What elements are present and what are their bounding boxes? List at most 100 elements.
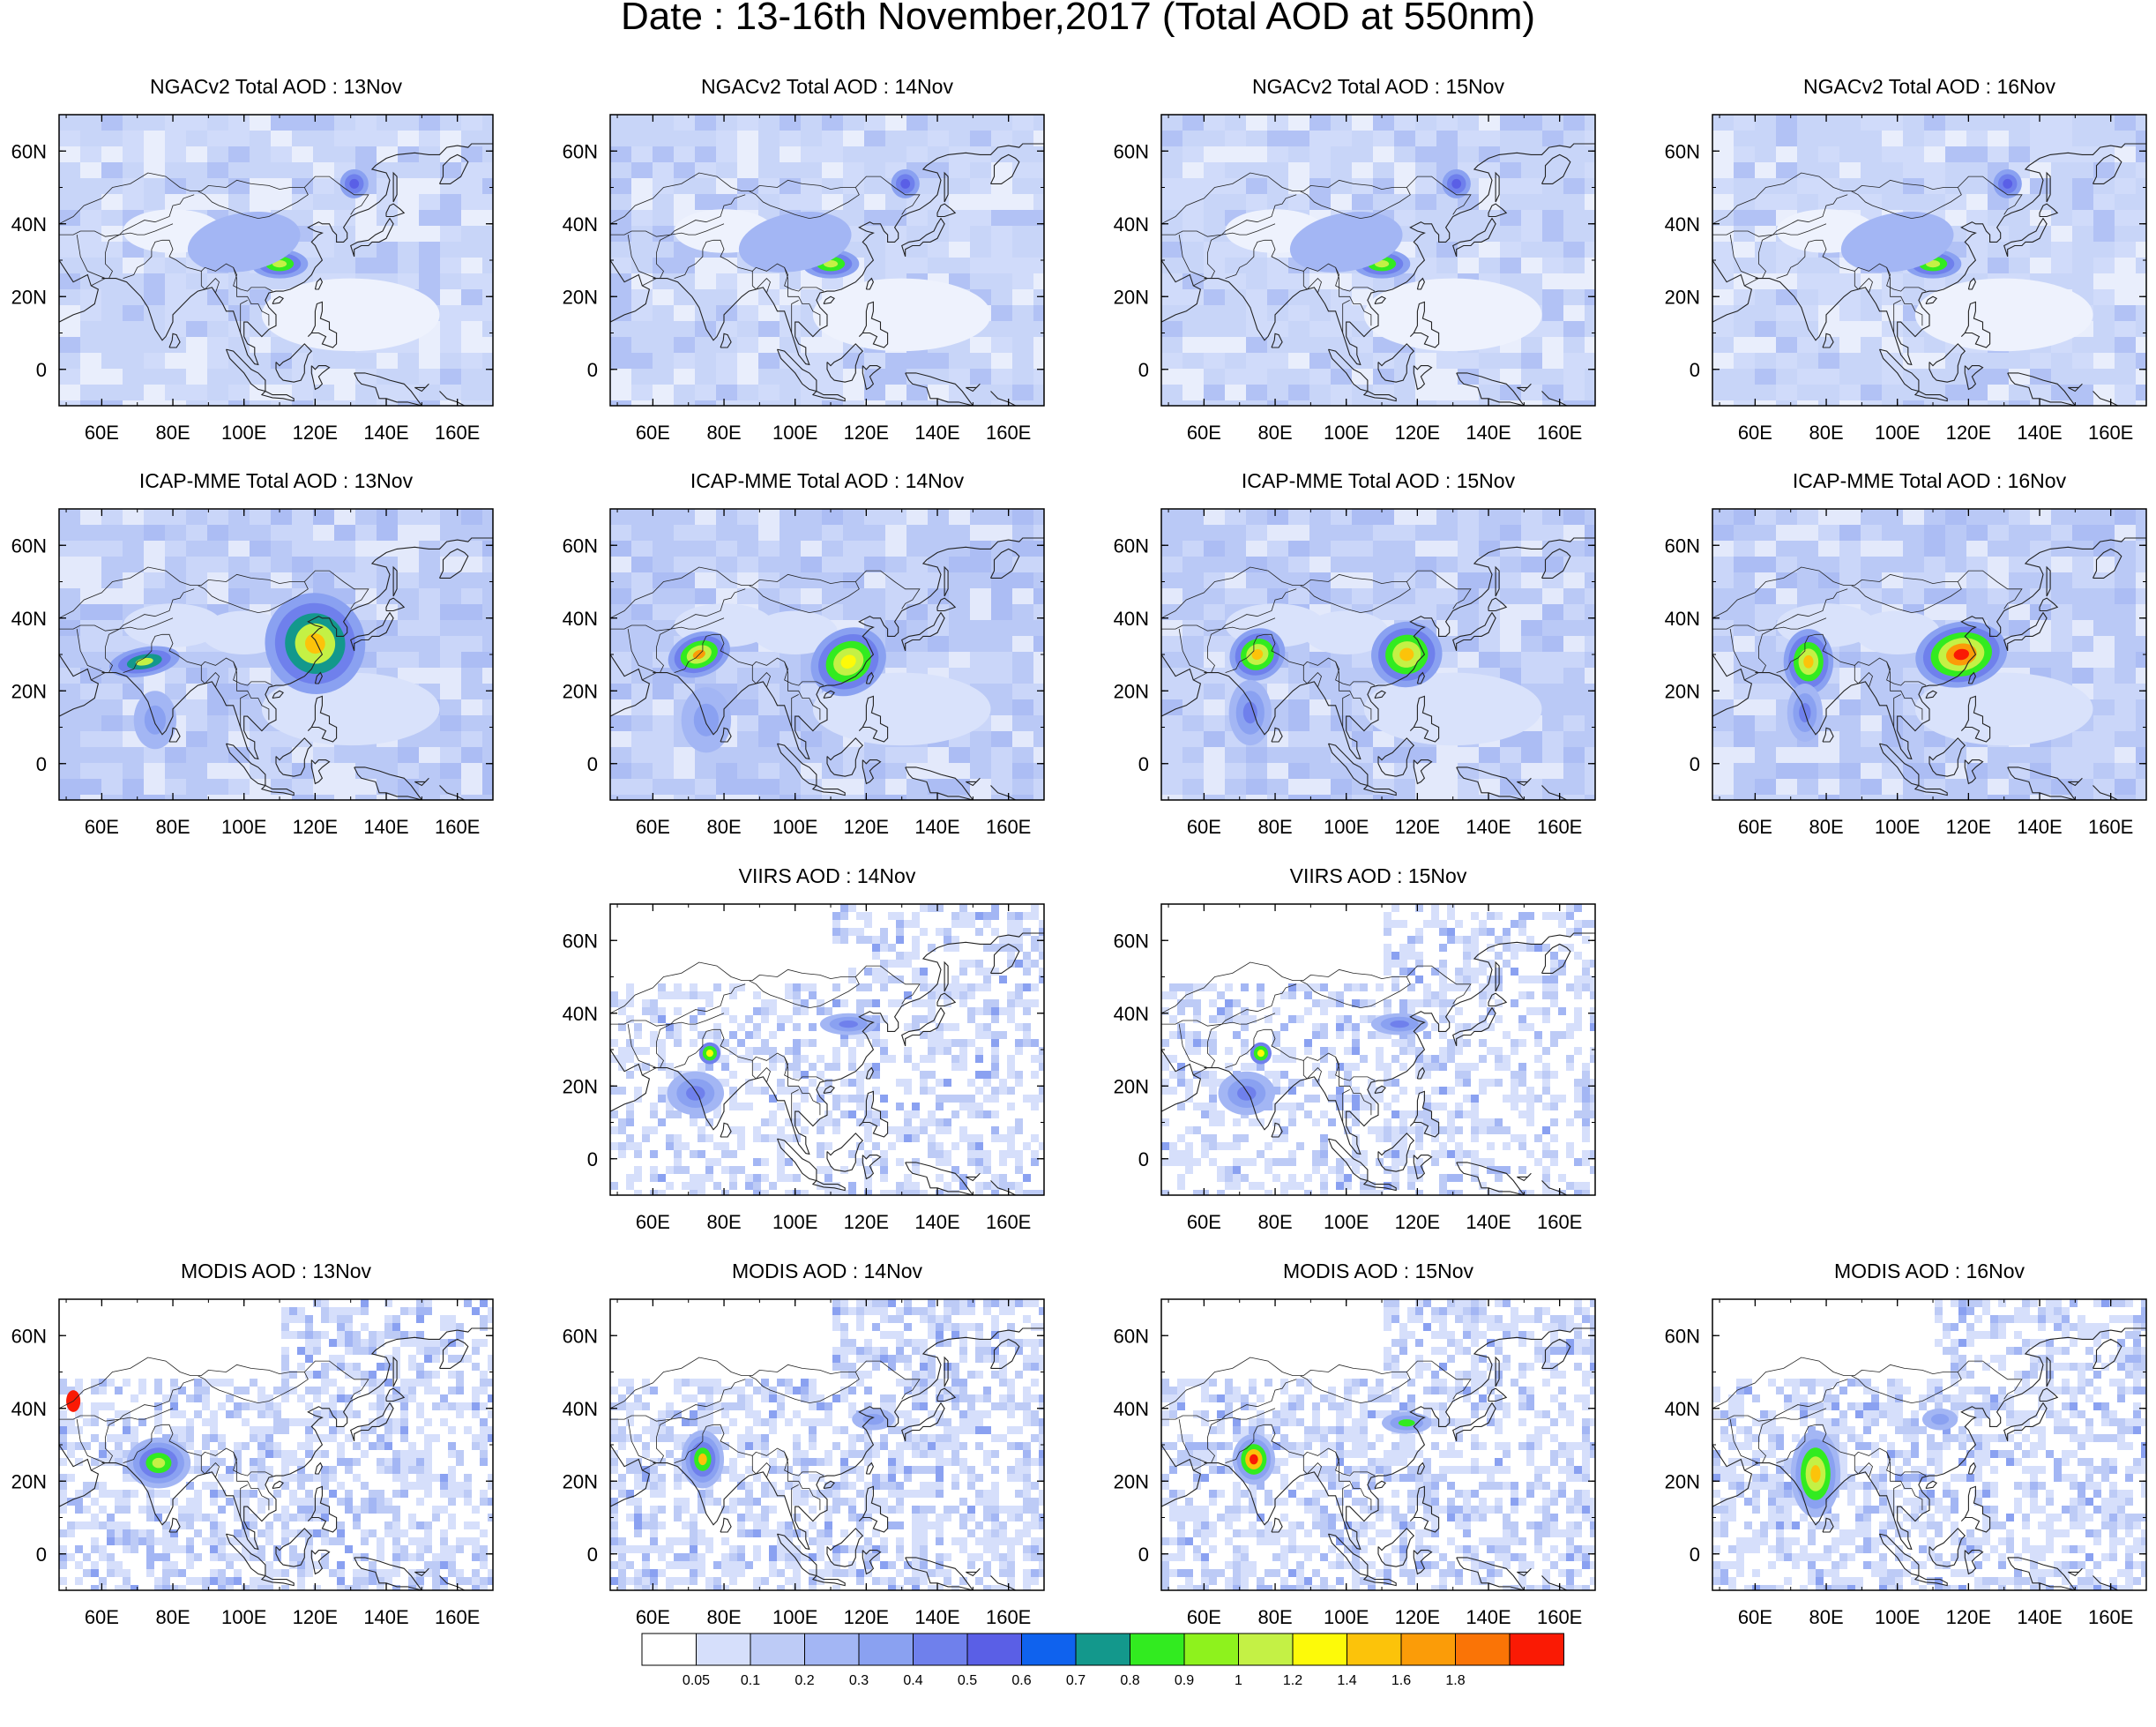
coastline: [865, 1462, 875, 1475]
x-tick-label: 60E: [1187, 422, 1221, 444]
y-tick-label: 20N: [11, 680, 47, 702]
aod-plume: [1257, 1050, 1265, 1058]
coastline: [1204, 932, 1595, 1155]
x-tick-label: 120E: [293, 816, 338, 838]
y-tick-label: 60N: [11, 535, 47, 557]
x-tick-label: 160E: [435, 816, 480, 838]
coastline: [1374, 295, 1386, 305]
coastline: [275, 737, 313, 777]
coastline: [966, 1567, 981, 1577]
coastline: [1541, 1575, 1567, 1590]
coastline: [610, 1049, 651, 1112]
coastline: [1964, 365, 1984, 391]
coastline: [990, 1180, 1016, 1195]
country-border: [1729, 629, 1760, 681]
coastline: [826, 737, 864, 777]
country-border: [1335, 267, 1372, 326]
country-border: [1178, 235, 1209, 287]
coastline: [811, 391, 846, 402]
x-tick-label: 60E: [1187, 1211, 1221, 1233]
x-tick-label: 140E: [2017, 422, 2062, 444]
map-plot: 60E 80E 100E 120E 140E 160E 60N 40N 20N 0: [1114, 508, 1596, 838]
y-tick-label: 40N: [1114, 213, 1149, 236]
coastline: [1960, 301, 1991, 348]
coastline: [990, 153, 1020, 184]
coastline: [1327, 1138, 1369, 1182]
aod-plume: [1810, 1465, 1821, 1483]
x-tick-label: 120E: [1946, 422, 1991, 444]
aod-plume: [2003, 178, 2013, 189]
country-border: [304, 176, 369, 215]
coastline: [1488, 992, 1508, 1007]
country-border: [1161, 172, 1411, 225]
country-border: [123, 633, 273, 686]
y-tick-label: 20N: [1114, 1075, 1149, 1097]
coastline: [1541, 548, 1571, 579]
x-tick-label: 160E: [2088, 816, 2133, 838]
colorbar-label: 0.2: [795, 1673, 814, 1688]
coastline: [2093, 548, 2122, 579]
y-tick-label: 20N: [563, 680, 598, 702]
coastline: [811, 1180, 846, 1192]
aod-plume: [1251, 649, 1264, 660]
country-border: [1854, 665, 1873, 688]
country-border: [1178, 1024, 1209, 1076]
country-border: [610, 983, 746, 1027]
coastline: [1161, 654, 1202, 717]
panel-title: NGACv2 Total AOD : 14Nov: [701, 75, 953, 98]
coastline: [1409, 1090, 1440, 1138]
coastline: [776, 1533, 817, 1577]
coastline: [439, 548, 469, 579]
coastline: [1960, 695, 1991, 743]
aod-plume: [144, 705, 166, 735]
country-border: [610, 172, 860, 225]
country-border: [1712, 1379, 1848, 1422]
country-border: [1406, 1360, 1472, 1400]
coastline: [1914, 391, 1948, 402]
country-border: [1335, 1057, 1372, 1116]
coastline: [1925, 690, 1937, 699]
coastline: [1495, 1356, 1500, 1387]
y-tick-label: 20N: [1665, 286, 1700, 308]
x-tick-label: 160E: [986, 1211, 1031, 1233]
coastline: [1495, 961, 1500, 992]
country-border: [76, 1419, 107, 1471]
x-tick-label: 100E: [772, 1606, 817, 1628]
x-tick-label: 160E: [1537, 1606, 1582, 1628]
coastline: [2093, 1575, 2118, 1590]
country-border: [76, 235, 107, 287]
coastline: [168, 333, 181, 348]
country-border: [1712, 566, 1962, 619]
coastline: [1374, 1480, 1386, 1490]
y-tick-label: 60N: [1114, 1325, 1149, 1347]
y-tick-label: 60N: [563, 535, 598, 557]
x-tick-label: 140E: [2017, 816, 2062, 838]
x-tick-label: 120E: [1395, 422, 1440, 444]
coastline: [2093, 391, 2118, 406]
coastline: [1452, 611, 1496, 652]
coastline: [901, 1402, 945, 1442]
coastline: [1271, 727, 1283, 743]
coastline: [1925, 1480, 1937, 1490]
coastline: [385, 1387, 406, 1402]
y-tick-label: 20N: [1665, 680, 1700, 702]
coastline: [776, 1138, 817, 1182]
coastline: [1413, 365, 1433, 391]
colorbar-label: 1.8: [1445, 1673, 1465, 1688]
coastline: [2039, 203, 2059, 218]
coastline: [858, 1485, 889, 1533]
y-tick-label: 40N: [563, 1003, 598, 1025]
colorbar-swatch: [1292, 1633, 1347, 1666]
coastline: [392, 565, 398, 597]
coastline: [354, 1557, 422, 1590]
coastline: [858, 301, 889, 348]
coastline: [905, 1557, 974, 1590]
coastline: [310, 759, 331, 785]
coastline: [310, 1550, 331, 1575]
coastline: [272, 295, 284, 305]
aod-plume: [1390, 1020, 1409, 1028]
coastline: [1327, 1533, 1369, 1577]
coastline: [314, 277, 324, 290]
coastline: [225, 1533, 266, 1577]
coastline: [1374, 690, 1386, 699]
